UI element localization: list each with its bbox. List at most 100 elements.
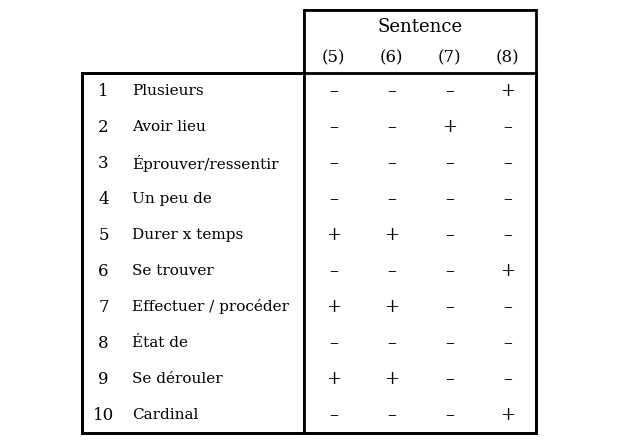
Bar bbox=[478, 145, 537, 181]
Bar bbox=[305, 73, 363, 109]
Bar bbox=[305, 253, 363, 289]
Bar bbox=[363, 145, 420, 181]
Bar bbox=[420, 253, 478, 289]
Bar bbox=[420, 289, 478, 325]
Bar bbox=[82, 217, 124, 253]
Bar bbox=[478, 181, 537, 217]
Bar bbox=[420, 109, 478, 145]
Text: (5): (5) bbox=[322, 50, 345, 66]
Text: 9: 9 bbox=[98, 370, 109, 388]
Text: +: + bbox=[326, 226, 341, 244]
Bar bbox=[363, 361, 420, 397]
Bar bbox=[420, 145, 478, 181]
Text: Se trouver: Se trouver bbox=[132, 264, 214, 278]
Text: +: + bbox=[500, 82, 515, 100]
Bar bbox=[305, 10, 537, 43]
Text: –: – bbox=[387, 82, 396, 100]
Text: –: – bbox=[387, 118, 396, 136]
Bar bbox=[420, 43, 478, 73]
Bar bbox=[363, 253, 420, 289]
Bar bbox=[124, 253, 305, 289]
Bar bbox=[420, 217, 478, 253]
Text: +: + bbox=[500, 406, 515, 424]
Bar bbox=[124, 361, 305, 397]
Text: –: – bbox=[387, 334, 396, 352]
Bar bbox=[478, 43, 537, 73]
Text: –: – bbox=[445, 190, 454, 208]
Text: 6: 6 bbox=[98, 263, 109, 280]
Bar bbox=[420, 361, 478, 397]
Bar bbox=[478, 253, 537, 289]
Text: +: + bbox=[442, 118, 457, 136]
Bar bbox=[305, 109, 363, 145]
Text: Cardinal: Cardinal bbox=[132, 408, 199, 422]
Text: –: – bbox=[503, 226, 512, 244]
Bar bbox=[124, 397, 305, 433]
Text: –: – bbox=[445, 370, 454, 388]
Bar bbox=[305, 43, 363, 73]
Bar bbox=[82, 253, 124, 289]
Text: État de: État de bbox=[132, 336, 189, 350]
Text: –: – bbox=[503, 154, 512, 172]
Text: 4: 4 bbox=[98, 190, 109, 207]
Text: –: – bbox=[329, 262, 338, 280]
Text: +: + bbox=[384, 370, 399, 388]
Bar bbox=[82, 145, 124, 181]
Bar bbox=[82, 289, 124, 325]
Bar bbox=[420, 181, 478, 217]
Bar bbox=[82, 73, 124, 109]
Text: –: – bbox=[329, 406, 338, 424]
Text: (8): (8) bbox=[496, 50, 519, 66]
Text: –: – bbox=[503, 334, 512, 352]
Bar bbox=[363, 73, 420, 109]
Bar bbox=[305, 361, 363, 397]
Text: –: – bbox=[387, 406, 396, 424]
Bar bbox=[124, 73, 305, 109]
Bar bbox=[363, 109, 420, 145]
Text: 3: 3 bbox=[98, 155, 109, 171]
Bar bbox=[124, 145, 305, 181]
Text: –: – bbox=[329, 334, 338, 352]
Text: Avoir lieu: Avoir lieu bbox=[132, 120, 206, 134]
Bar bbox=[478, 361, 537, 397]
Bar bbox=[363, 217, 420, 253]
Text: –: – bbox=[445, 334, 454, 352]
Text: –: – bbox=[387, 154, 396, 172]
Bar bbox=[124, 181, 305, 217]
Text: (7): (7) bbox=[438, 50, 461, 66]
Bar bbox=[363, 325, 420, 361]
Bar bbox=[305, 145, 363, 181]
Text: +: + bbox=[500, 262, 515, 280]
Text: Un peu de: Un peu de bbox=[132, 192, 212, 206]
Text: –: – bbox=[503, 118, 512, 136]
Text: Éprouver/ressentir: Éprouver/ressentir bbox=[132, 155, 279, 171]
Bar bbox=[124, 289, 305, 325]
Bar bbox=[124, 325, 305, 361]
Text: –: – bbox=[445, 406, 454, 424]
Text: 10: 10 bbox=[93, 407, 114, 424]
Text: –: – bbox=[329, 154, 338, 172]
Text: +: + bbox=[384, 226, 399, 244]
Bar bbox=[478, 397, 537, 433]
Text: 8: 8 bbox=[98, 334, 109, 351]
Text: –: – bbox=[503, 370, 512, 388]
Bar bbox=[420, 73, 478, 109]
Text: –: – bbox=[329, 118, 338, 136]
Text: –: – bbox=[329, 190, 338, 208]
Bar bbox=[305, 325, 363, 361]
Bar bbox=[82, 73, 537, 433]
Bar bbox=[124, 217, 305, 253]
Bar bbox=[82, 181, 124, 217]
Text: –: – bbox=[445, 154, 454, 172]
Text: (6): (6) bbox=[379, 50, 403, 66]
Bar bbox=[305, 217, 363, 253]
Text: Durer x temps: Durer x temps bbox=[132, 228, 244, 242]
Text: +: + bbox=[326, 298, 341, 316]
Bar bbox=[82, 361, 124, 397]
Bar bbox=[305, 10, 537, 433]
Text: –: – bbox=[445, 262, 454, 280]
Text: –: – bbox=[445, 82, 454, 100]
Text: Sentence: Sentence bbox=[378, 18, 463, 35]
Bar bbox=[82, 325, 124, 361]
Text: –: – bbox=[387, 262, 396, 280]
